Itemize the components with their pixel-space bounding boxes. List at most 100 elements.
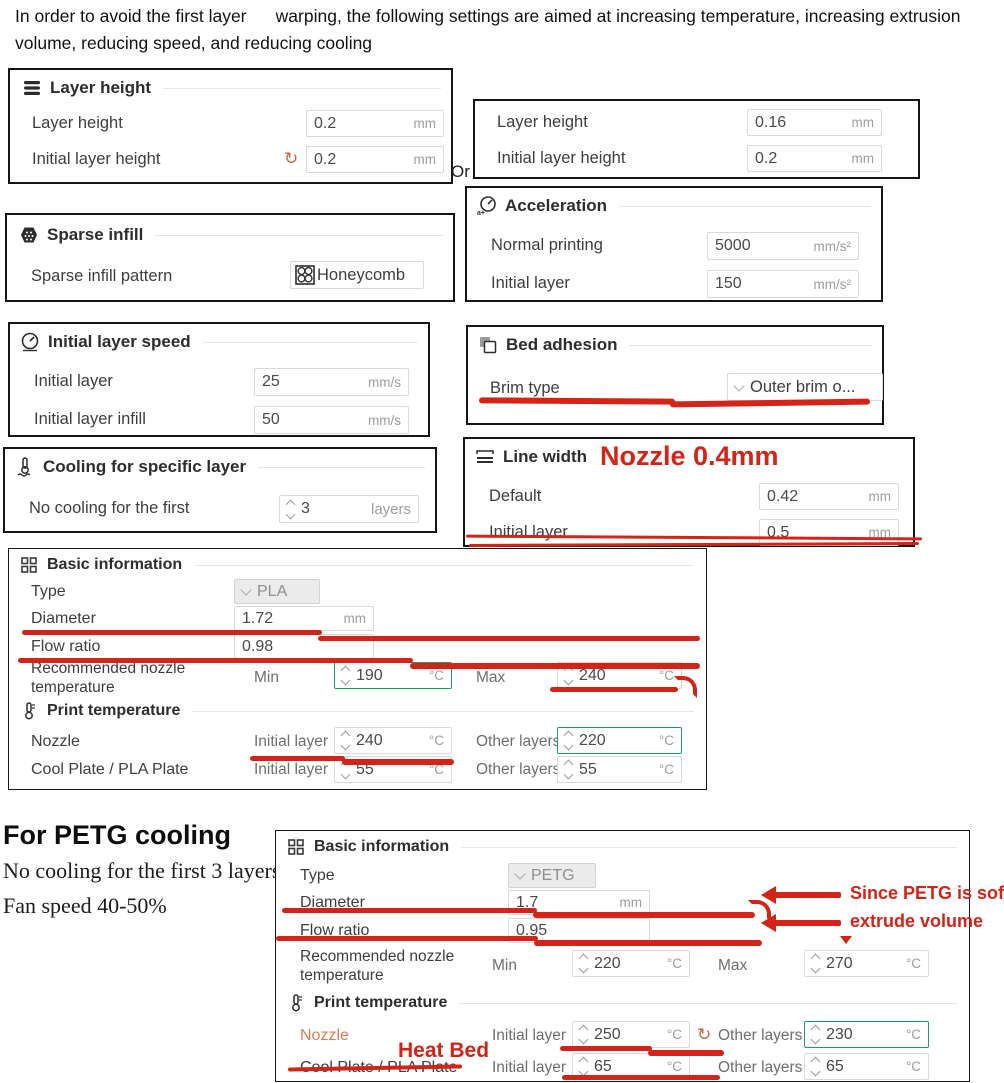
other-layers-label: Other layers bbox=[718, 1027, 803, 1044]
red-underline-nozzle-initial bbox=[250, 756, 345, 761]
input-value: 25 bbox=[262, 373, 280, 390]
reset-icon[interactable]: ↻ bbox=[697, 1025, 712, 1044]
recommended-nozzle-temp-label: Recommended nozzle temperature bbox=[31, 660, 186, 696]
initial-layer-speed-panel: Initial layer speed Initial layer 25 mm/… bbox=[8, 322, 430, 437]
nozzle-initial-temp-stepper[interactable]: 240 °C bbox=[334, 727, 452, 754]
plate-other-temp-stepper[interactable]: 55 °C bbox=[557, 756, 682, 783]
red-arrow-left bbox=[761, 886, 841, 904]
input-unit: °C bbox=[658, 733, 674, 748]
initial-layer-accel-input[interactable]: 150 mm/s² bbox=[707, 270, 859, 298]
min-label: Min bbox=[254, 669, 279, 686]
normal-printing-accel-input[interactable]: 5000 mm/s² bbox=[707, 232, 859, 260]
input-unit: °C bbox=[666, 1059, 682, 1074]
panel-title: Layer height bbox=[50, 78, 152, 97]
type-value: PLA bbox=[257, 582, 288, 600]
stepper-icon[interactable] bbox=[340, 665, 351, 686]
initial-layer-label: Initial layer bbox=[254, 761, 329, 778]
stepper-icon[interactable] bbox=[810, 953, 821, 974]
input-value: 240 bbox=[356, 731, 383, 749]
other-layers-label: Other layers bbox=[476, 733, 561, 750]
min-temp-stepper[interactable]: 220 °C bbox=[572, 950, 690, 977]
input-value: 0.98 bbox=[242, 637, 274, 655]
max-label: Max bbox=[476, 669, 506, 686]
plate-other-temp-stepper[interactable]: 65 °C bbox=[804, 1053, 929, 1080]
panel-title: Bed adhesion bbox=[506, 335, 618, 354]
stepper-icon[interactable] bbox=[563, 759, 574, 780]
honeycomb-icon bbox=[295, 265, 315, 285]
header-separator bbox=[459, 1002, 957, 1004]
filament-type-select[interactable]: PLA bbox=[234, 579, 320, 604]
input-value: 0.16 bbox=[755, 113, 787, 131]
red-underline-petg-nozzle bbox=[560, 1046, 652, 1051]
initial-layer-line-width-input[interactable]: 0.5 mm bbox=[759, 519, 899, 546]
initial-layer-accel-label: Initial layer bbox=[491, 274, 570, 292]
reset-icon[interactable]: ↻ bbox=[284, 149, 299, 168]
nozzle-initial-temp-stepper[interactable]: 250 °C bbox=[572, 1021, 690, 1048]
red-underline-petg-flow bbox=[534, 940, 762, 946]
input-value: 240 bbox=[579, 666, 606, 684]
input-value: 65 bbox=[826, 1057, 844, 1075]
header-separator bbox=[629, 344, 872, 346]
diameter-input[interactable]: 1.72 mm bbox=[234, 606, 374, 631]
panel-title: Line width bbox=[503, 447, 588, 466]
input-value: 65 bbox=[594, 1057, 612, 1075]
petg-note-line2: Fan speed 40-50% bbox=[3, 893, 167, 918]
input-unit: mm bbox=[413, 152, 437, 167]
layer-height-input[interactable]: 0.16 mm bbox=[747, 109, 882, 136]
input-value: 150 bbox=[715, 275, 742, 292]
bed-adhesion-panel: Bed adhesion Brim type Outer brim o... bbox=[466, 325, 884, 425]
grid-icon bbox=[286, 837, 306, 857]
hexagon-infill-icon bbox=[19, 225, 39, 245]
initial-layer-height-input[interactable]: 0.2 mm bbox=[306, 146, 444, 173]
sparse-infill-pattern-select[interactable]: Honeycomb bbox=[290, 261, 424, 289]
no-cooling-layers-stepper[interactable]: 3 layers bbox=[279, 495, 419, 523]
red-underline-max-temp bbox=[550, 687, 678, 692]
input-unit: mm/s² bbox=[813, 238, 852, 254]
stepper-icon[interactable] bbox=[578, 953, 589, 974]
line-width-icon bbox=[475, 447, 495, 467]
red-hook bbox=[748, 900, 771, 922]
input-unit: °C bbox=[428, 668, 444, 683]
red-underline-flow bbox=[410, 663, 700, 669]
chevron-down-icon bbox=[733, 379, 745, 392]
red-underline-petg-diameter bbox=[282, 908, 537, 913]
initial-layer-infill-speed-input[interactable]: 50 mm/s bbox=[254, 406, 409, 434]
normal-printing-label: Normal printing bbox=[491, 236, 603, 254]
stepper-icon[interactable] bbox=[578, 1056, 589, 1077]
petg-cooling-heading: For PETG cooling bbox=[3, 820, 231, 850]
nozzle-other-temp-stepper[interactable]: 230 °C bbox=[804, 1021, 929, 1048]
initial-layer-infill-speed-label: Initial layer infill bbox=[34, 410, 146, 428]
default-line-width-input[interactable]: 0.42 mm bbox=[759, 483, 899, 510]
input-value: 190 bbox=[356, 666, 383, 684]
brim-type-select[interactable]: Outer brim o... bbox=[727, 373, 883, 401]
stepper-icon[interactable] bbox=[578, 1024, 589, 1045]
red-triangle-marker bbox=[840, 936, 852, 944]
input-unit: mm bbox=[851, 151, 875, 166]
nozzle-other-temp-stepper[interactable]: 220 °C bbox=[557, 727, 682, 754]
stepper-icon[interactable] bbox=[810, 1056, 821, 1077]
initial-layer-height-input[interactable]: 0.2 mm bbox=[747, 145, 882, 172]
filament-type-select[interactable]: PETG bbox=[508, 863, 596, 888]
chevron-down-icon bbox=[514, 868, 526, 880]
nozzle-label: Nozzle bbox=[31, 733, 80, 750]
stepper-icon[interactable] bbox=[340, 730, 351, 751]
max-temp-stepper[interactable]: 270 °C bbox=[804, 950, 929, 977]
initial-layer-height-label: Initial layer height bbox=[497, 149, 626, 167]
layer-height-input[interactable]: 0.2 mm bbox=[306, 110, 444, 137]
thermometer-icon bbox=[286, 993, 306, 1013]
other-layers-label: Other layers bbox=[476, 761, 561, 778]
pattern-value: Honeycomb bbox=[317, 265, 406, 284]
stepper-icon[interactable] bbox=[563, 730, 574, 751]
input-value: 0.42 bbox=[767, 487, 799, 505]
petg-basic-information-panel: Basic information Type PETG Diameter 1.7… bbox=[275, 830, 970, 1082]
min-label: Min bbox=[492, 957, 517, 974]
stepper-icon[interactable] bbox=[563, 665, 574, 686]
flow-ratio-label: Flow ratio bbox=[300, 922, 370, 939]
default-line-width-label: Default bbox=[489, 487, 542, 505]
stepper-icon[interactable] bbox=[285, 499, 296, 519]
initial-layer-speed-label: Initial layer bbox=[34, 372, 113, 390]
initial-layer-speed-input[interactable]: 25 mm/s bbox=[254, 368, 409, 396]
stepper-icon[interactable] bbox=[810, 1024, 821, 1045]
input-unit: °C bbox=[428, 733, 444, 748]
